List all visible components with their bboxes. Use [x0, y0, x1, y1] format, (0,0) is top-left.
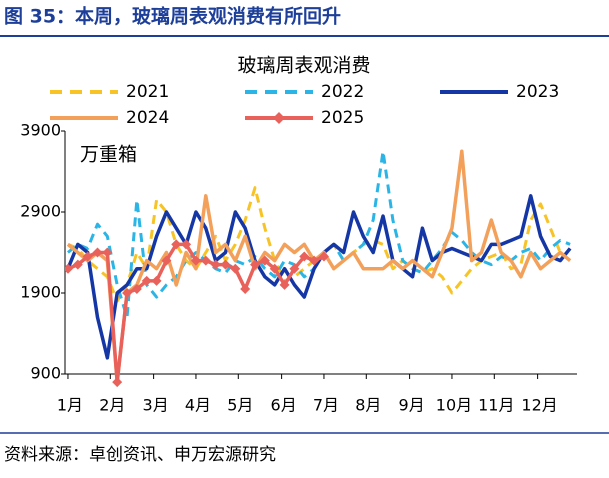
x-tick-label: 3月 — [143, 396, 169, 415]
x-tick-label: 6月 — [271, 396, 297, 415]
chart-title: 玻璃周表观消费 — [237, 55, 370, 77]
x-tick-label: 10月 — [436, 396, 472, 415]
x-tick-label: 11月 — [478, 396, 514, 415]
point-marker — [82, 251, 93, 262]
x-tick-label: 8月 — [355, 396, 381, 415]
point-marker — [141, 275, 152, 286]
source: 资料来源：卓创资讯、申万宏源研究 — [4, 445, 276, 465]
point-marker — [269, 263, 280, 274]
point-marker — [171, 239, 182, 250]
point-marker — [289, 263, 300, 274]
legend-label: 2022 — [321, 82, 364, 102]
point-marker — [112, 377, 123, 388]
legend-marker — [273, 112, 285, 124]
point-marker — [309, 255, 320, 266]
x-tick-label: 2月 — [99, 396, 125, 415]
series-line — [66, 194, 572, 360]
point-marker — [318, 251, 329, 262]
point-marker — [200, 255, 211, 266]
series-line — [67, 149, 571, 319]
point-marker — [210, 259, 221, 270]
legend-label: 2025 — [321, 108, 364, 128]
point-marker — [181, 239, 192, 250]
point-marker — [250, 259, 261, 270]
plot-area — [65, 149, 572, 388]
y-tick-label: 3900 — [20, 121, 61, 140]
x-tick-label: 7月 — [313, 396, 339, 415]
point-marker — [161, 255, 172, 266]
y-tick-label: 900 — [30, 364, 61, 383]
point-marker — [102, 247, 113, 258]
figure-title: 图 35：本周，玻璃周表观消费有所回升 — [4, 5, 341, 28]
point-marker — [92, 247, 103, 258]
x-tick-label: 4月 — [185, 396, 211, 415]
point-marker — [259, 255, 270, 266]
point-marker — [279, 279, 290, 290]
point-marker — [230, 263, 241, 274]
series-line — [66, 149, 572, 384]
point-marker — [65, 263, 73, 274]
point-marker — [190, 255, 201, 266]
x-tick-label: 12月 — [521, 396, 557, 415]
point-marker — [151, 275, 162, 286]
point-marker — [299, 251, 310, 262]
point-marker — [122, 288, 133, 298]
x-tick-label: 5月 — [227, 396, 253, 415]
unit-label: 万重箱 — [80, 144, 137, 166]
point-marker — [220, 259, 231, 270]
series-line — [67, 186, 572, 303]
point-marker — [240, 283, 251, 294]
y-tick-label: 2900 — [20, 202, 61, 221]
legend-label: 2024 — [126, 108, 169, 128]
x-tick-label: 1月 — [57, 396, 83, 415]
legend-label: 2023 — [516, 82, 559, 102]
point-marker — [131, 283, 142, 294]
y-tick-label: 1900 — [20, 283, 61, 302]
legend-label: 2021 — [126, 82, 169, 102]
point-marker — [72, 259, 83, 270]
x-tick-label: 9月 — [399, 396, 425, 415]
